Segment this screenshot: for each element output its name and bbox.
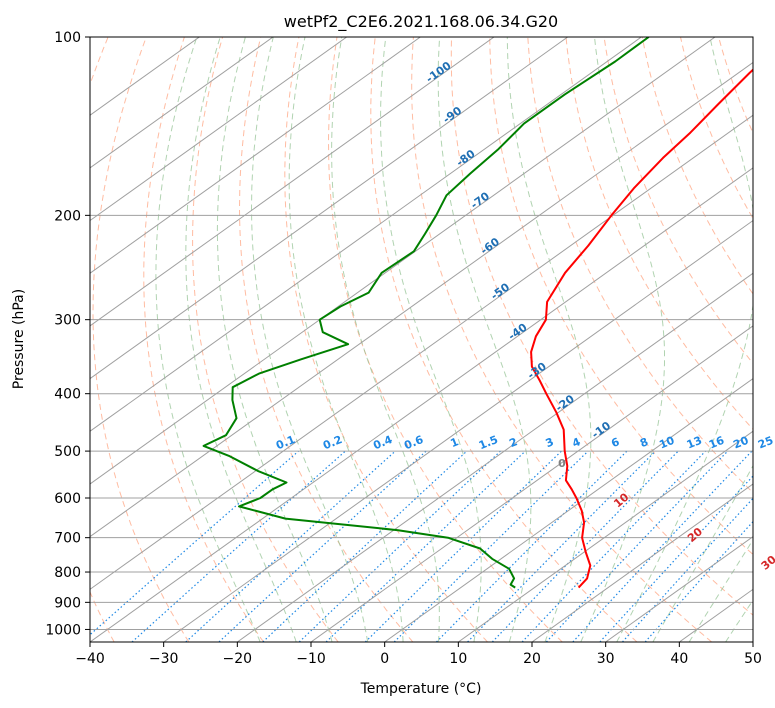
- dry-adiabat: [92, 37, 190, 642]
- isotherm: [90, 37, 274, 169]
- moist-adiabat: [331, 37, 440, 642]
- moist-adiabat: [250, 37, 369, 642]
- mixing-ratio-line: [599, 475, 753, 642]
- mixing-ratio-line: [435, 450, 628, 642]
- x-tick-label: 10: [449, 651, 467, 667]
- mixing-ratio-label: 25: [756, 434, 775, 452]
- mixing-ratio-line: [621, 497, 753, 642]
- mixing-ratio-label: 10: [657, 434, 676, 452]
- mixing-ratio-label: 20: [731, 434, 750, 452]
- moist-adiabat: [216, 37, 333, 642]
- x-tick-label: −40: [75, 651, 105, 667]
- isotherm: [310, 325, 753, 642]
- dry-adiabat: [641, 37, 753, 295]
- x-tick-label: −10: [296, 651, 326, 667]
- y-tick-label: 1000: [45, 622, 81, 638]
- dry-adiabat: [370, 37, 638, 642]
- mixing-ratio-line: [545, 450, 729, 642]
- moist-adiabat: [185, 37, 297, 642]
- isotherm: [605, 536, 753, 642]
- y-tick-label: 300: [54, 313, 81, 329]
- isotherm: [90, 114, 753, 590]
- y-tick-label: 900: [54, 595, 81, 611]
- dry-adiabat: [238, 37, 414, 642]
- moist-adiabat: [288, 37, 404, 642]
- isotherm: [90, 167, 753, 642]
- isotherm: [90, 37, 716, 485]
- isotherm: [90, 37, 568, 380]
- dry-adiabat: [284, 37, 488, 642]
- isotherm: [384, 377, 753, 642]
- y-tick-label: 700: [54, 531, 81, 547]
- x-axis-label: Temperature (°C): [360, 681, 482, 697]
- chart-title: wetPf2_C2E6.2021.168.06.34.G20: [284, 12, 558, 32]
- dry-adiabat: [327, 37, 563, 642]
- moist-adiabat: [616, 37, 753, 642]
- background-lines: [90, 37, 775, 642]
- moist-adiabat: [380, 37, 482, 642]
- temperature-line: [530, 68, 753, 589]
- isotherm: [90, 37, 495, 327]
- isotherm: [237, 272, 753, 642]
- mixing-ratio-label: 3: [544, 435, 556, 450]
- isotherm: [90, 37, 421, 274]
- dewpoint-line: [202, 37, 650, 589]
- mixing-ratio-line: [325, 450, 526, 642]
- isotherm: [531, 483, 753, 642]
- x-tick-label: 40: [670, 651, 688, 667]
- isotherm: [752, 641, 753, 642]
- moist-adiabat: [437, 37, 532, 642]
- mixing-ratio-label: 1: [449, 435, 461, 450]
- x-tick-label: −20: [223, 651, 253, 667]
- y-axis-ticks: 100 200 300 400 500 600 700 800 900 1000: [45, 30, 90, 638]
- profile-lines: [202, 37, 753, 589]
- wetbulb-zero-label: 0: [558, 457, 566, 470]
- mixing-ratio-label: 13: [685, 434, 704, 452]
- dry-adiabat: [143, 37, 264, 642]
- mixing-ratio-line: [467, 450, 656, 642]
- isotherm: [163, 219, 753, 642]
- x-tick-label: 50: [744, 651, 762, 667]
- x-tick-label: 30: [597, 651, 615, 667]
- x-axis-ticks: −40 −30 −20 −10 0 10 20 30 40 50: [75, 642, 762, 667]
- mixing-ratio-line: [298, 450, 501, 642]
- x-tick-label: −30: [149, 651, 179, 667]
- dry-adiabat: [489, 37, 753, 556]
- dry-adiabat: [757, 37, 775, 642]
- y-tick-label: 500: [54, 444, 81, 460]
- isotherm: [90, 37, 642, 432]
- isotherm: [458, 430, 753, 642]
- y-tick-label: 800: [54, 565, 81, 581]
- mixing-ratio-label: 16: [707, 434, 726, 452]
- y-axis-label: Pressure (hPa): [11, 289, 27, 389]
- moist-adiabat-label: 30: [759, 553, 775, 573]
- x-tick-label: 20: [523, 651, 541, 667]
- y-tick-label: 400: [54, 387, 81, 403]
- x-tick-label: 0: [380, 651, 389, 667]
- plot-frame: [89, 36, 754, 643]
- isotherm: [90, 37, 347, 222]
- y-tick-label: 100: [54, 30, 81, 46]
- moist-adiabat: [155, 37, 261, 642]
- mixing-ratio-label: 2: [507, 435, 519, 450]
- moist-adiabat: [506, 37, 592, 642]
- mixing-ratio-line: [521, 450, 706, 642]
- mixing-ratio-label: 8: [638, 435, 650, 450]
- y-tick-label: 200: [54, 208, 81, 224]
- moist-adiabat: [580, 37, 665, 642]
- y-tick-label: 600: [54, 491, 81, 507]
- isotherm: [90, 61, 753, 538]
